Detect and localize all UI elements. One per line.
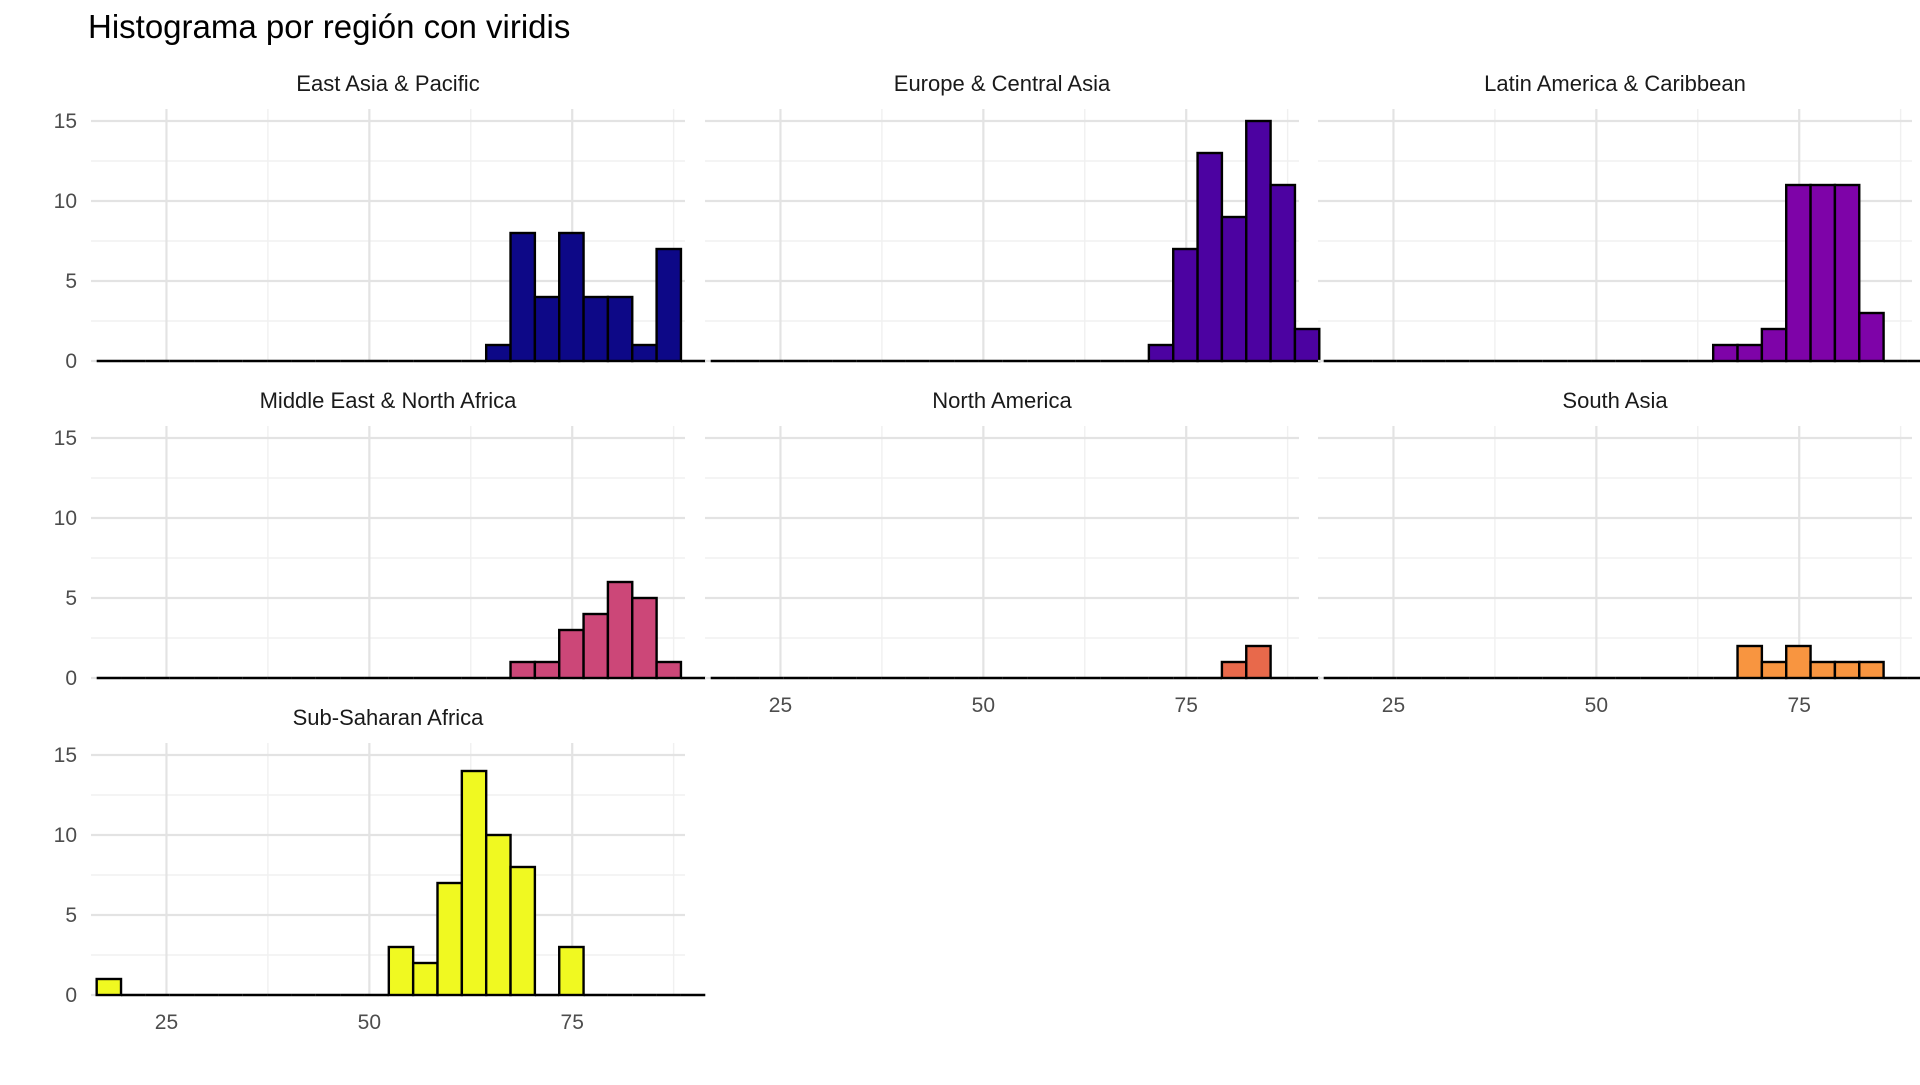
- histogram-bar: [1785, 644, 1812, 680]
- histogram-bar: [1833, 660, 1861, 680]
- y-tick-label: 5: [65, 587, 77, 610]
- x-tick-label: 50: [358, 1011, 381, 1034]
- histogram-bar: [460, 769, 488, 997]
- histogram-bar: [1736, 343, 1764, 363]
- y-tick-label: 10: [54, 190, 77, 213]
- histogram-bar: [509, 231, 537, 363]
- histogram-bar: [1147, 343, 1175, 363]
- histogram-bar: [1220, 215, 1248, 363]
- histogram-bar: [533, 295, 561, 363]
- histogram-bar: [655, 660, 683, 680]
- panel-middle-east-north-africa: Middle East & North Africa 0 5 10 15: [54, 388, 706, 690]
- chart-title: Histograma por región con viridis: [88, 8, 570, 45]
- y-tick-label: 10: [54, 824, 77, 847]
- histogram-bar: [387, 945, 415, 997]
- histogram-bar: [1245, 644, 1272, 680]
- histogram-bar: [1809, 660, 1837, 680]
- x-tick-label: 75: [1788, 694, 1811, 717]
- x-tick-label: 25: [1382, 694, 1405, 717]
- histogram-bar: [1760, 660, 1788, 680]
- histogram-bar: [1293, 327, 1321, 363]
- y-tick-label: 15: [54, 744, 77, 767]
- y-tick-label: 0: [65, 350, 77, 373]
- panel-title: Sub-Saharan Africa: [293, 705, 485, 730]
- histogram-bar: [1172, 247, 1199, 363]
- panel-latin-america-caribbean: Latin America & Caribbean: [1318, 71, 1920, 363]
- x-tick-label: 50: [1585, 694, 1608, 717]
- histogram-bar: [95, 977, 123, 997]
- histogram-bar: [436, 881, 464, 997]
- histogram-bar: [484, 343, 512, 363]
- y-tick-label: 15: [54, 110, 77, 133]
- x-tick-label: 50: [972, 694, 995, 717]
- histogram-bar: [582, 295, 610, 363]
- panel-title: South Asia: [1562, 388, 1668, 413]
- y-tick-label: 0: [65, 667, 77, 690]
- histogram-bar: [1785, 183, 1812, 363]
- histogram-bar: [606, 580, 634, 680]
- histogram-bar: [1196, 151, 1224, 363]
- histogram-bar: [1858, 660, 1885, 680]
- x-tick-label: 25: [769, 694, 792, 717]
- y-tick-label: 15: [54, 427, 77, 450]
- panel-title: Middle East & North Africa: [260, 388, 518, 413]
- histogram-bar: [1736, 644, 1764, 680]
- panel-south-asia: South Asia 25 50 75: [1318, 388, 1920, 717]
- histogram-bar: [631, 596, 658, 680]
- histogram-bar: [582, 612, 610, 680]
- histogram-bar: [558, 628, 585, 680]
- x-tick-label: 25: [155, 1011, 178, 1034]
- histogram-bar: [606, 295, 634, 363]
- histogram-bar: [1760, 327, 1788, 363]
- y-tick-label: 5: [65, 270, 77, 293]
- panel-title: Latin America & Caribbean: [1484, 71, 1746, 96]
- histogram-bar: [631, 343, 658, 363]
- histogram-bar: [1833, 183, 1861, 363]
- panel-title: North America: [932, 388, 1072, 413]
- panel-east-asia-pacific: East Asia & Pacific 0 5 10 15: [54, 71, 706, 373]
- histogram-bar: [558, 945, 585, 997]
- x-tick-label: 75: [561, 1011, 584, 1034]
- y-tick-label: 5: [65, 904, 77, 927]
- histogram-bar: [1245, 119, 1272, 363]
- panel-north-america: North America 25 50 75: [705, 388, 1320, 717]
- histogram-bar: [484, 833, 512, 997]
- histogram-bar: [411, 961, 439, 997]
- histogram-bar: [1809, 183, 1837, 363]
- y-tick-label: 10: [54, 507, 77, 530]
- panel-sub-saharan-africa: Sub-Saharan Africa 0 5 10 15 25 50 75: [54, 705, 706, 1034]
- histogram-bar: [509, 865, 537, 997]
- histogram-bar: [509, 660, 537, 680]
- histogram-bar: [1858, 311, 1885, 363]
- histogram-bar: [533, 660, 561, 680]
- histogram-bar: [558, 231, 585, 363]
- panel-title: Europe & Central Asia: [894, 71, 1111, 96]
- histogram-bar: [1269, 183, 1297, 363]
- histogram-bar: [1711, 343, 1739, 363]
- panel-title: East Asia & Pacific: [296, 71, 479, 96]
- histogram-bar: [655, 247, 683, 363]
- panel-europe-central-asia: Europe & Central Asia: [705, 71, 1321, 363]
- histogram-bar: [1220, 660, 1248, 680]
- x-tick-label: 75: [1175, 694, 1198, 717]
- y-tick-label: 0: [65, 984, 77, 1007]
